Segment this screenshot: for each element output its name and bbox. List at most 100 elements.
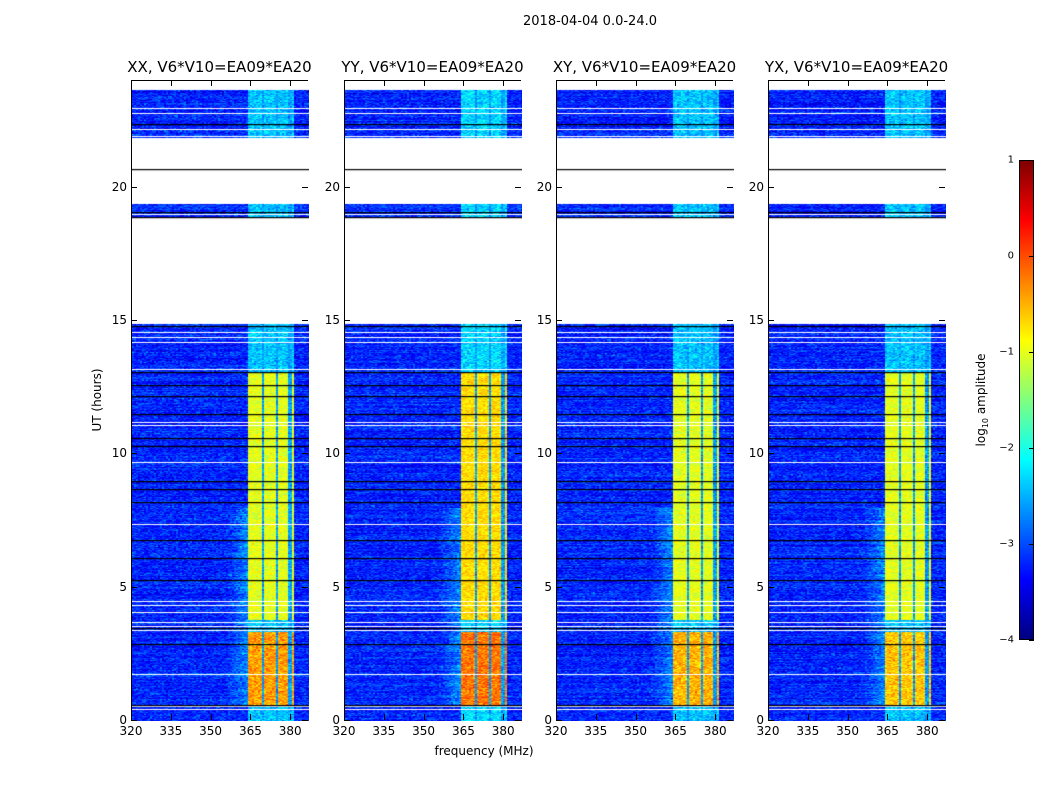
colorbar-tick-label: 0 — [1007, 250, 1014, 262]
y-tick-label: 10 — [324, 446, 340, 461]
x-tick-mark — [715, 714, 717, 720]
x-tick-label: 350 — [199, 724, 223, 738]
x-tick-label: 335 — [796, 724, 820, 738]
y-tick-mark — [344, 186, 350, 188]
heatmap-canvas — [769, 81, 946, 721]
colorbar-tick-mark — [1029, 256, 1034, 257]
colorbar-label-sub: 10 — [981, 417, 991, 429]
y-tick-mark — [344, 320, 350, 321]
colorbar-tick-label: 1 — [1007, 154, 1014, 166]
x-tick-label: 380 — [278, 724, 302, 738]
colorbar-label-rest: amplitude — [973, 353, 988, 418]
y-tick-label: 0 — [544, 713, 552, 727]
colorbar-label: log10 amplitude — [974, 354, 990, 447]
y-tick-mark — [131, 320, 137, 321]
y-tick-label: 0 — [332, 713, 340, 727]
y-tick-label: 10 — [111, 446, 127, 461]
heatmap-canvas — [345, 81, 522, 721]
y-tick-label: 20 — [536, 179, 552, 194]
x-tick-mark — [927, 714, 929, 720]
x-tick-mark-top — [635, 80, 637, 86]
colorbar-tick-label: −3 — [999, 538, 1014, 550]
y-tick-label: 5 — [756, 579, 764, 594]
y-tick-mark-right — [515, 186, 521, 188]
x-tick-mark — [131, 714, 132, 720]
waterfall-panel — [131, 80, 309, 721]
waterfall-panel — [344, 80, 522, 721]
y-tick-mark — [768, 586, 774, 588]
x-tick-mark — [383, 714, 385, 720]
y-tick-label: 10 — [536, 446, 552, 461]
x-tick-mark — [635, 714, 637, 720]
y-tick-mark — [131, 720, 137, 721]
x-tick-label: 320 — [119, 724, 143, 738]
y-tick-mark-right — [727, 453, 733, 455]
x-tick-mark — [807, 714, 809, 720]
x-tick-mark-top — [383, 80, 385, 86]
y-tick-mark-right — [939, 453, 945, 455]
panel-title: YX, V6*V10=EA09*EA20 — [764, 58, 949, 76]
y-tick-mark-right — [939, 320, 945, 321]
y-tick-label: 15 — [536, 313, 552, 327]
y-tick-mark — [344, 720, 350, 721]
x-tick-mark-top — [807, 80, 809, 86]
y-tick-label: 5 — [119, 579, 127, 594]
x-tick-label: 335 — [372, 724, 396, 738]
x-tick-label: 365 — [663, 724, 687, 738]
y-tick-mark — [556, 320, 562, 321]
y-tick-label: 15 — [324, 313, 340, 327]
x-tick-mark — [503, 714, 505, 720]
x-tick-mark — [170, 714, 172, 720]
y-tick-label: 0 — [756, 713, 764, 727]
colorbar-tick-label: −2 — [999, 442, 1014, 454]
y-tick-mark-right — [939, 720, 945, 721]
x-tick-mark-top — [595, 80, 597, 86]
colorbar-tick-mark — [1029, 160, 1034, 161]
x-tick-label: 335 — [159, 724, 183, 738]
x-tick-mark — [463, 714, 465, 720]
y-tick-mark — [131, 453, 137, 455]
y-tick-mark-right — [727, 320, 733, 321]
y-tick-mark — [768, 320, 774, 321]
colorbar-tick-mark — [1029, 640, 1034, 641]
y-tick-mark-right — [302, 320, 308, 321]
x-tick-mark-top — [250, 80, 252, 86]
y-tick-mark — [344, 586, 350, 588]
x-tick-mark-top — [556, 80, 557, 86]
y-tick-mark — [556, 720, 562, 721]
x-tick-label: 380 — [491, 724, 515, 738]
colorbar-tick-mark — [1029, 448, 1034, 449]
y-tick-label: 15 — [748, 313, 764, 327]
x-tick-label: 365 — [875, 724, 899, 738]
x-tick-mark-top — [210, 80, 212, 86]
waterfall-panel — [556, 80, 734, 721]
x-tick-label: 365 — [451, 724, 475, 738]
colorbar-tick-mark — [1029, 352, 1034, 353]
y-tick-mark-right — [302, 586, 308, 588]
x-tick-mark-top — [503, 80, 505, 86]
x-tick-mark — [595, 714, 597, 720]
panel-title: YY, V6*V10=EA09*EA20 — [341, 58, 524, 76]
x-tick-mark — [290, 714, 292, 720]
colorbar — [1019, 160, 1034, 640]
y-tick-label: 5 — [332, 579, 340, 594]
y-tick-mark — [131, 586, 137, 588]
x-tick-label: 380 — [915, 724, 939, 738]
y-tick-mark-right — [727, 586, 733, 588]
x-tick-mark-top — [847, 80, 849, 86]
x-tick-label: 350 — [624, 724, 648, 738]
x-tick-mark — [423, 714, 425, 720]
colorbar-tick-label: −4 — [999, 634, 1014, 646]
y-tick-mark-right — [939, 186, 945, 188]
y-tick-label: 20 — [324, 179, 340, 194]
x-tick-mark-top — [344, 80, 345, 86]
colorbar-tick-label: −1 — [999, 346, 1014, 358]
heatmap-canvas — [557, 81, 734, 721]
x-tick-mark-top — [131, 80, 132, 86]
y-tick-mark-right — [727, 186, 733, 188]
x-tick-mark-top — [675, 80, 677, 86]
x-tick-mark — [887, 714, 889, 720]
y-tick-mark-right — [939, 586, 945, 588]
y-tick-mark — [768, 186, 774, 188]
y-tick-mark-right — [515, 720, 521, 721]
